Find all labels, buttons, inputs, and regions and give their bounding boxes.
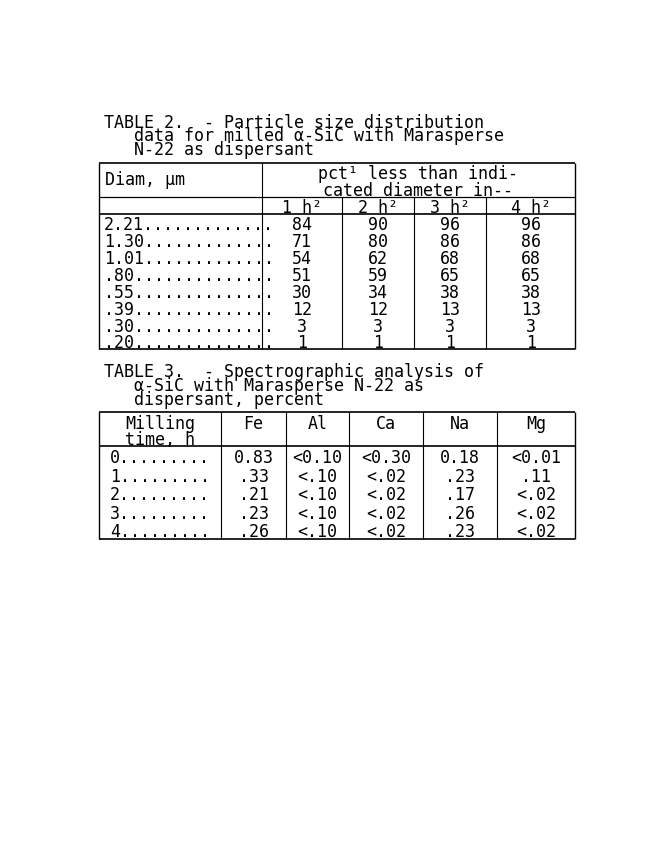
Text: Diam, μm: Diam, μm bbox=[105, 170, 185, 188]
Text: data for milled α-SiC with Marasperse: data for milled α-SiC with Marasperse bbox=[103, 128, 504, 146]
Text: 86: 86 bbox=[521, 233, 540, 251]
Text: 34: 34 bbox=[368, 283, 388, 301]
Text: 1: 1 bbox=[445, 335, 455, 353]
Text: <.10: <.10 bbox=[297, 467, 337, 485]
Text: 2 h²: 2 h² bbox=[358, 199, 398, 217]
Text: Na: Na bbox=[450, 415, 470, 433]
Text: 80: 80 bbox=[368, 233, 388, 251]
Text: 1.01.............: 1.01............. bbox=[103, 250, 274, 268]
Text: 0.83: 0.83 bbox=[234, 449, 274, 467]
Text: N-22 as dispersant: N-22 as dispersant bbox=[103, 141, 314, 159]
Text: .55..............: .55.............. bbox=[103, 283, 274, 301]
Text: Milling: Milling bbox=[125, 415, 195, 433]
Text: .33: .33 bbox=[238, 467, 269, 485]
Text: 13: 13 bbox=[521, 300, 540, 318]
Text: 54: 54 bbox=[292, 250, 312, 268]
Text: 90: 90 bbox=[368, 216, 388, 234]
Text: <0.30: <0.30 bbox=[361, 449, 411, 467]
Text: dispersant, percent: dispersant, percent bbox=[103, 390, 324, 408]
Text: 0.........: 0......... bbox=[110, 449, 210, 467]
Text: 59: 59 bbox=[368, 267, 388, 285]
Text: 1: 1 bbox=[373, 335, 383, 353]
Text: <0.10: <0.10 bbox=[293, 449, 343, 467]
Text: Al: Al bbox=[307, 415, 328, 433]
Text: 3: 3 bbox=[525, 318, 536, 336]
Text: .26: .26 bbox=[445, 505, 475, 523]
Text: 1: 1 bbox=[297, 335, 307, 353]
Text: <0.01: <0.01 bbox=[511, 449, 561, 467]
Text: 3: 3 bbox=[445, 318, 455, 336]
Text: 3: 3 bbox=[297, 318, 307, 336]
Text: 62: 62 bbox=[368, 250, 388, 268]
Text: 2.........: 2......... bbox=[110, 486, 210, 504]
Text: TABLE 3.  - Spectrographic analysis of: TABLE 3. - Spectrographic analysis of bbox=[103, 363, 483, 381]
Text: 96: 96 bbox=[521, 216, 540, 234]
Text: .11: .11 bbox=[521, 467, 551, 485]
Text: α-SiC with Marasperse N-22 as: α-SiC with Marasperse N-22 as bbox=[103, 377, 424, 395]
Text: 65: 65 bbox=[440, 267, 460, 285]
Text: 0.18: 0.18 bbox=[440, 449, 480, 467]
Text: <.02: <.02 bbox=[516, 523, 556, 541]
Text: <.02: <.02 bbox=[516, 486, 556, 504]
Text: .17: .17 bbox=[445, 486, 475, 504]
Text: 4 h²: 4 h² bbox=[511, 199, 551, 217]
Text: <.10: <.10 bbox=[297, 523, 337, 541]
Text: 84: 84 bbox=[292, 216, 312, 234]
Text: 71: 71 bbox=[292, 233, 312, 251]
Text: .39..............: .39.............. bbox=[103, 300, 274, 318]
Text: .23: .23 bbox=[445, 523, 475, 541]
Text: time, h: time, h bbox=[125, 431, 195, 449]
Text: 68: 68 bbox=[521, 250, 540, 268]
Text: 1.........: 1......... bbox=[110, 467, 210, 485]
Text: <.02: <.02 bbox=[366, 523, 406, 541]
Text: <.10: <.10 bbox=[297, 486, 337, 504]
Text: .20..............: .20.............. bbox=[103, 335, 274, 353]
Text: 68: 68 bbox=[440, 250, 460, 268]
Text: 1.30.............: 1.30............. bbox=[103, 233, 274, 251]
Text: 1: 1 bbox=[525, 335, 536, 353]
Text: cated diameter in--: cated diameter in-- bbox=[323, 182, 514, 200]
Text: 12: 12 bbox=[368, 300, 388, 318]
Text: 2.21.............: 2.21............. bbox=[103, 216, 274, 234]
Text: 51: 51 bbox=[292, 267, 312, 285]
Text: .23: .23 bbox=[445, 467, 475, 485]
Text: <.10: <.10 bbox=[297, 505, 337, 523]
Text: <.02: <.02 bbox=[366, 486, 406, 504]
Text: 38: 38 bbox=[521, 283, 540, 301]
Text: 4.........: 4......... bbox=[110, 523, 210, 541]
Text: <.02: <.02 bbox=[366, 505, 406, 523]
Text: 1 h²: 1 h² bbox=[282, 199, 322, 217]
Text: .30..............: .30.............. bbox=[103, 318, 274, 336]
Text: 13: 13 bbox=[440, 300, 460, 318]
Text: pct¹ less than indi-: pct¹ less than indi- bbox=[318, 165, 518, 183]
Text: Ca: Ca bbox=[376, 415, 396, 433]
Text: 65: 65 bbox=[521, 267, 540, 285]
Text: 12: 12 bbox=[292, 300, 312, 318]
Text: 96: 96 bbox=[440, 216, 460, 234]
Text: <.02: <.02 bbox=[366, 467, 406, 485]
Text: Mg: Mg bbox=[526, 415, 546, 433]
Text: 30: 30 bbox=[292, 283, 312, 301]
Text: TABLE 2.  - Particle size distribution: TABLE 2. - Particle size distribution bbox=[103, 114, 483, 132]
Text: .80..............: .80.............. bbox=[103, 267, 274, 285]
Text: .23: .23 bbox=[238, 505, 269, 523]
Text: 86: 86 bbox=[440, 233, 460, 251]
Text: Fe: Fe bbox=[244, 415, 263, 433]
Text: .21: .21 bbox=[238, 486, 269, 504]
Text: .26: .26 bbox=[238, 523, 269, 541]
Text: <.02: <.02 bbox=[516, 505, 556, 523]
Text: 38: 38 bbox=[440, 283, 460, 301]
Text: 3.........: 3......... bbox=[110, 505, 210, 523]
Text: 3: 3 bbox=[373, 318, 383, 336]
Text: 3 h²: 3 h² bbox=[430, 199, 470, 217]
